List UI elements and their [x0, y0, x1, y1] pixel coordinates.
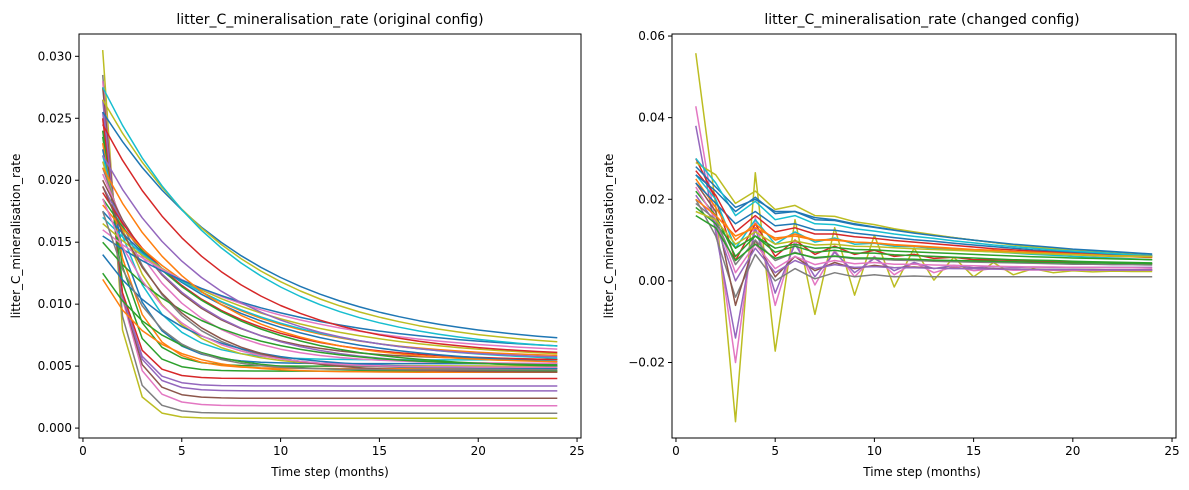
series-line-32: [102, 124, 558, 354]
y-tick-label: 0.015: [38, 235, 72, 249]
x-axis: 0 5 10 15 20 25: [672, 438, 1180, 458]
series-line-37: [101, 210, 558, 371]
y-axis-label: litter_C_mineralisation_rate: [9, 154, 23, 319]
x-axis-label: Time step (months): [270, 465, 389, 479]
series-line-1: [101, 74, 558, 414]
x-tick-label: 10: [273, 444, 288, 458]
series-line-33: [102, 155, 558, 358]
x-tick-label: 0: [672, 444, 680, 458]
series-line-15: [695, 206, 1153, 261]
x-axis-label: Time step (months): [862, 465, 981, 479]
series-line-13: [695, 194, 1153, 282]
y-axis-label: litter_C_mineralisation_rate: [602, 154, 616, 319]
x-tick-label: 10: [867, 444, 882, 458]
series-lines: [695, 53, 1153, 423]
series-line-34: [102, 167, 558, 363]
x-tick-label: 25: [1164, 444, 1179, 458]
series-lines: [101, 50, 558, 419]
series-line-18: [695, 202, 1153, 266]
y-tick-label: 0.000: [38, 421, 72, 435]
series-line-3: [695, 198, 1153, 298]
series-line-25: [102, 241, 558, 366]
x-tick-label: 20: [471, 444, 486, 458]
series-line-21: [695, 214, 1153, 265]
x-tick-label: 15: [966, 444, 981, 458]
series-line-0: [101, 50, 558, 419]
y-axis: 0.000 0.005 0.010 0.015 0.020 0.025 0.030: [38, 49, 79, 435]
x-tick-label: 15: [372, 444, 387, 458]
y-tick-label: 0.010: [38, 297, 72, 311]
chart-title: litter_C_mineralisation_rate (original c…: [176, 12, 483, 28]
x-tick-label: 5: [178, 444, 186, 458]
series-line-36: [102, 198, 558, 369]
series-line-12: [695, 186, 1153, 274]
series-line-20: [695, 174, 1153, 255]
series-line-2: [101, 81, 558, 407]
x-axis: 0 5 10 15 20 25: [79, 438, 585, 458]
series-line-31: [102, 86, 558, 347]
y-tick-label: 0.025: [38, 111, 72, 125]
series-line-19: [695, 210, 1153, 258]
series-line-16: [695, 158, 1153, 257]
series-line-9: [695, 190, 1153, 264]
plot-frame: [671, 33, 1177, 439]
y-tick-label: 0.00: [638, 274, 665, 288]
y-tick-label: 0.04: [638, 111, 665, 125]
series-line-11: [695, 182, 1153, 257]
x-tick-label: 0: [79, 444, 87, 458]
y-tick-label: 0.02: [638, 192, 665, 206]
series-line-20: [102, 210, 558, 363]
x-tick-label: 25: [569, 444, 584, 458]
y-tick-label: 0.030: [38, 49, 72, 63]
series-line-28: [102, 278, 558, 374]
chart-left: litter_C_mineralisation_rate (original c…: [9, 12, 585, 479]
series-line-6: [101, 118, 558, 380]
y-axis: −0.02 0.00 0.02 0.04 0.06: [628, 29, 672, 370]
chart-title: litter_C_mineralisation_rate (changed co…: [764, 12, 1079, 28]
series-line-23: [102, 229, 558, 350]
y-tick-label: 0.020: [38, 173, 72, 187]
x-tick-label: 20: [1065, 444, 1080, 458]
plot-frame: [78, 33, 582, 439]
chart-right: litter_C_mineralisation_rate (changed co…: [602, 12, 1180, 479]
series-line-4: [101, 99, 558, 392]
y-tick-label: 0.06: [638, 29, 665, 43]
x-tick-label: 5: [771, 444, 779, 458]
series-line-3: [101, 87, 558, 400]
y-tick-label: −0.02: [628, 356, 665, 370]
series-line-5: [101, 112, 558, 387]
y-tick-label: 0.005: [38, 359, 72, 373]
series-line-35: [102, 186, 558, 373]
